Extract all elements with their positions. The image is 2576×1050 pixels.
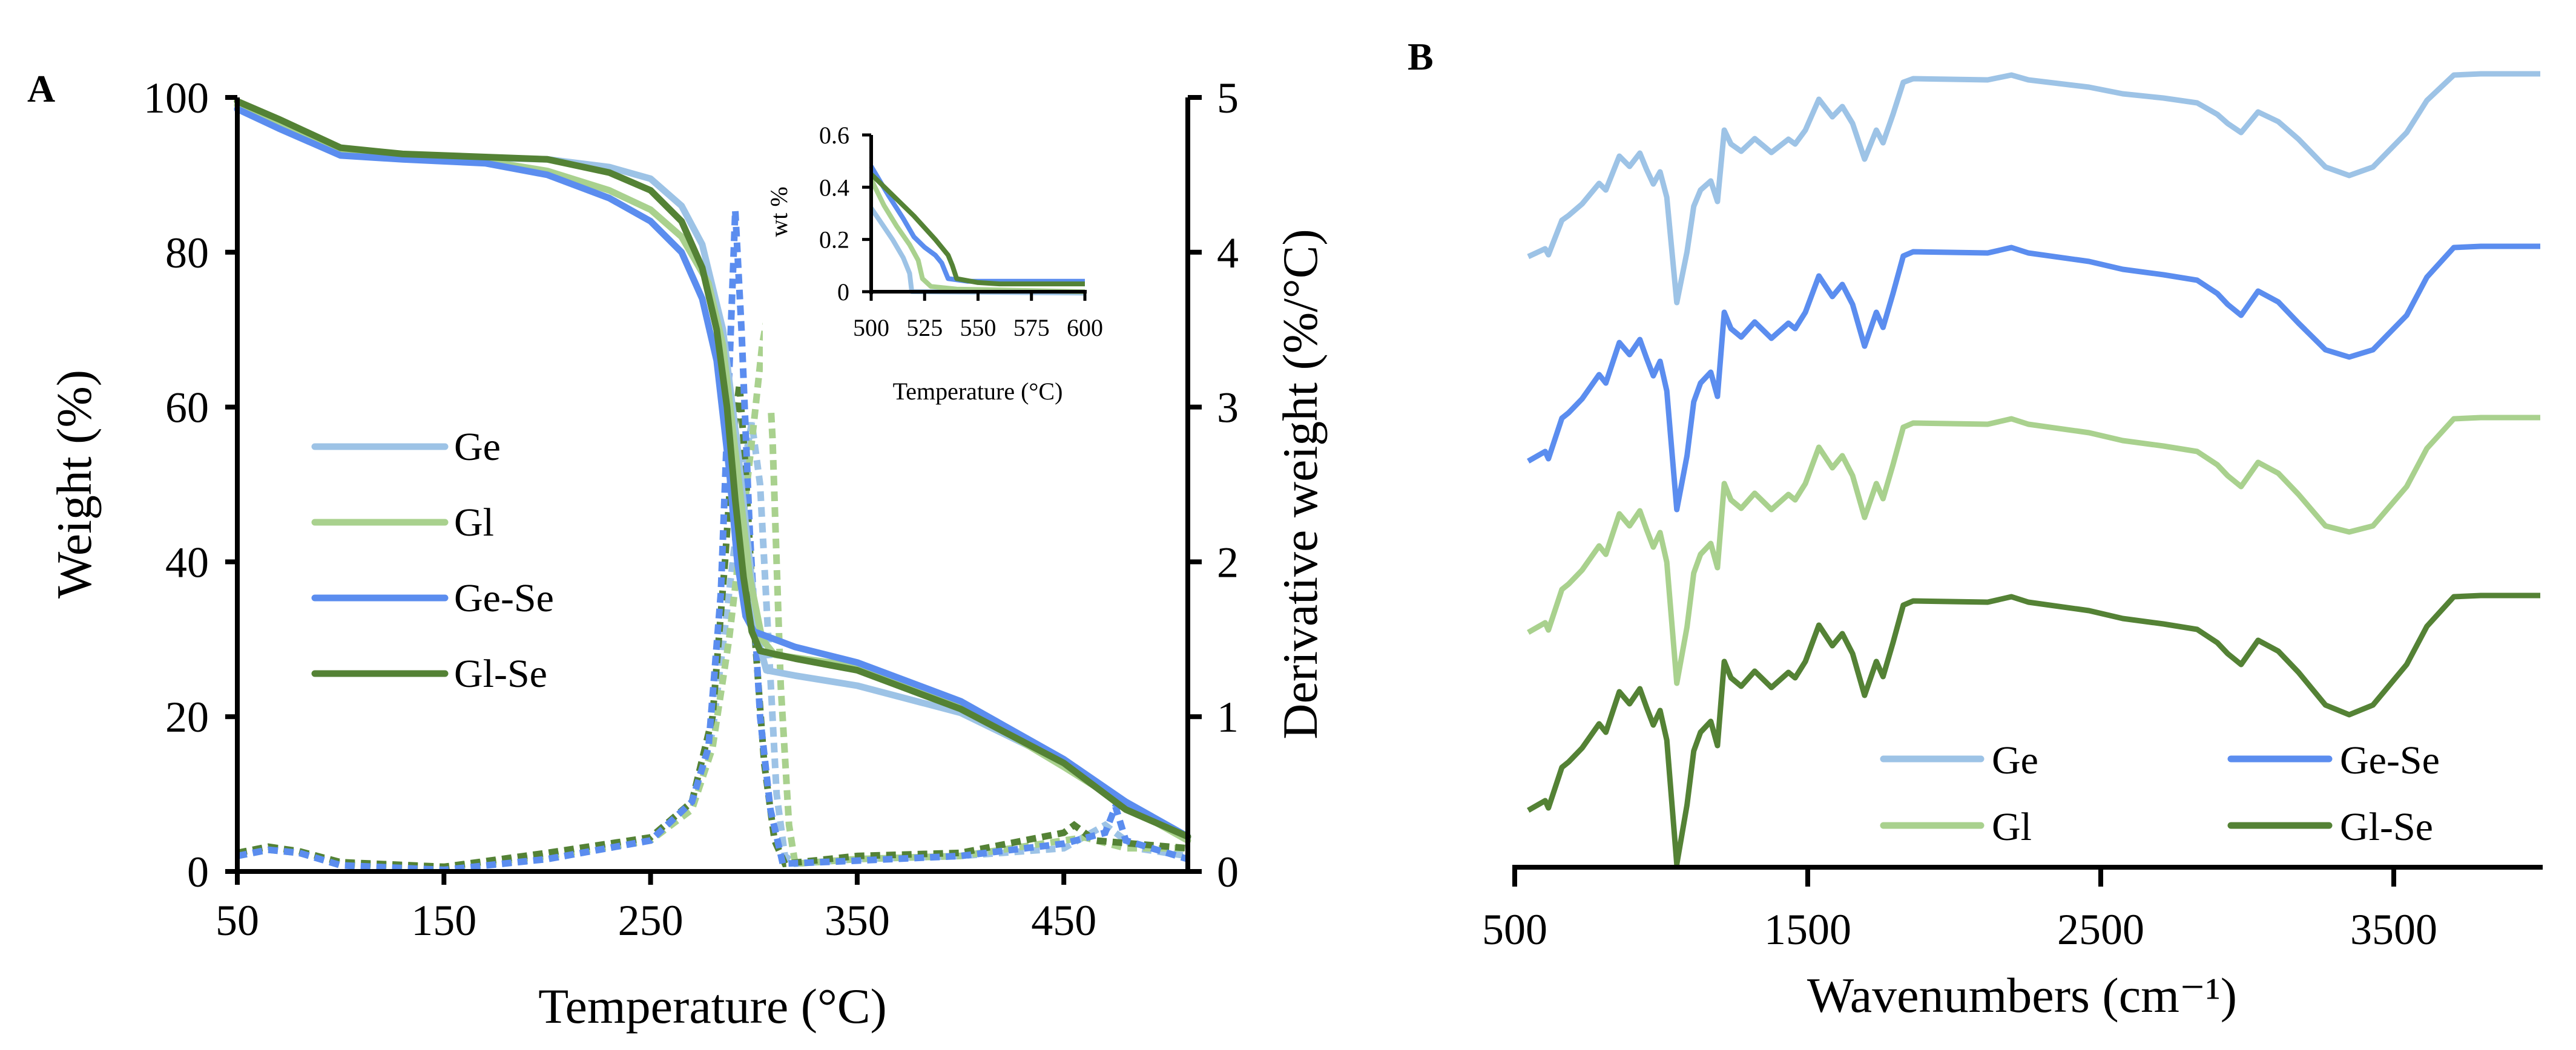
inset-y-tick-label: 0.2 <box>819 226 849 254</box>
panel-a-ticks: 50 150 250 350 450 0 20 40 60 80 100 0 1 2 3 4 5 <box>143 74 1239 945</box>
inset-x-tick-label: 525 <box>906 314 943 341</box>
inset-x-tick-label: 500 <box>853 314 889 341</box>
b-x-tick-label: 500 <box>1482 905 1547 954</box>
inset-x-axis-title: Temperature (°C) <box>893 378 1063 405</box>
inset-line-gl <box>869 178 1085 294</box>
y-tick-label: 20 <box>165 693 209 741</box>
spectrum-line-ge-se <box>1527 243 2540 513</box>
y-tick-label: 60 <box>165 384 209 432</box>
weight-line-ge-se <box>234 105 1191 840</box>
weight-line-gl-se <box>234 97 1191 840</box>
y2-tick-label: 3 <box>1217 384 1239 432</box>
panel-label-a: A <box>27 67 55 110</box>
legend-label-gl-se: Gl-Se <box>454 652 547 696</box>
inset-ticks: 500 525 550 575 600 0 0.2 0.4 0.6 <box>819 122 1103 341</box>
panel-b-ftir-chart: B 500 1500 2500 3500 Wavenumbers (cm⁻¹) Ge … <box>1408 35 2543 1023</box>
y-tick-label: 0 <box>187 848 209 896</box>
legend-label-ge-se: Ge-Se <box>454 576 554 620</box>
panel-b-series <box>1527 71 2540 867</box>
panel-label-b: B <box>1408 35 1434 78</box>
inset-series <box>869 165 1085 296</box>
b-x-tick-label: 2500 <box>2057 905 2144 954</box>
y2-tick-label: 1 <box>1217 693 1239 741</box>
inset-y-tick-label: 0.6 <box>819 122 849 149</box>
inset-chart: 500 525 550 575 600 0 0.2 0.4 0.6 Temperature (°… <box>763 115 1126 412</box>
legend-label-gl: Gl <box>454 500 494 545</box>
panel-b-ticks: 500 1500 2500 3500 <box>1482 867 2437 954</box>
b-x-axis-title: Wavenumbers (cm⁻¹) <box>1807 968 2237 1023</box>
inset-line-gl-se <box>869 172 1085 287</box>
derivative-line-gl-se <box>236 383 1188 870</box>
b-legend-label-gl: Gl <box>1992 805 2032 849</box>
spectrum-line-gl-se <box>1527 592 2540 867</box>
spectrum-line-ge <box>1527 71 2540 306</box>
y-tick-label: 100 <box>143 74 209 122</box>
inset-y-tick-label: 0.4 <box>819 174 849 201</box>
x-axis-title: Temperature (°C) <box>538 979 887 1034</box>
x-tick-label: 50 <box>216 896 259 945</box>
y-axis-title: Weight (%) <box>47 370 102 599</box>
inset-x-tick-label: 550 <box>960 314 996 341</box>
b-x-tick-label: 1500 <box>1764 905 1851 954</box>
x-tick-label: 250 <box>618 896 684 945</box>
panel-a-legend: Ge Gl Ge-Se Gl-Se <box>311 425 554 696</box>
x-tick-label: 450 <box>1031 896 1096 945</box>
y2-tick-label: 0 <box>1217 848 1239 896</box>
y-tick-label: 40 <box>165 538 209 586</box>
b-legend-label-ge: Ge <box>1992 738 2038 783</box>
y2-axis-title: Derivative weight (%/°C) <box>1273 229 1328 739</box>
b-x-tick-label: 3500 <box>2350 905 2437 954</box>
y2-tick-label: 5 <box>1217 74 1239 122</box>
y2-tick-label: 4 <box>1217 229 1239 277</box>
x-tick-label: 350 <box>825 896 890 945</box>
legend-label-ge: Ge <box>454 425 501 469</box>
panel-a-series <box>234 97 1191 873</box>
inset-x-tick-label: 575 <box>1013 314 1050 341</box>
b-legend-label-ge-se: Ge-Se <box>2340 738 2440 783</box>
x-tick-label: 150 <box>411 896 476 945</box>
y2-tick-label: 2 <box>1217 538 1239 586</box>
b-legend-label-gl-se: Gl-Se <box>2340 805 2433 849</box>
derivative-line-ge <box>237 422 1188 872</box>
inset-x-tick-label: 600 <box>1067 314 1103 341</box>
spectrum-line-gl <box>1527 415 2540 686</box>
inset-y-tick-label: 0 <box>837 278 849 306</box>
panel-b-legend: Ge Ge-Se Gl Gl-Se <box>1880 738 2440 849</box>
y-tick-label: 80 <box>165 229 209 277</box>
panel-a-tga-chart: A 50 150 250 350 450 0 20 40 60 80 100 0 1 2 3 4 5 Tempe… <box>27 67 1328 1034</box>
inset-y-axis-title: wt % <box>765 186 792 237</box>
